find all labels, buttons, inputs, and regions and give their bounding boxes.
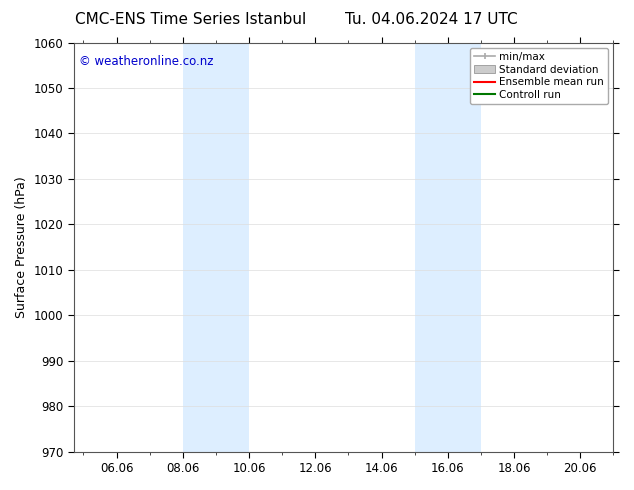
Text: CMC-ENS Time Series Istanbul: CMC-ENS Time Series Istanbul xyxy=(75,12,306,27)
Y-axis label: Surface Pressure (hPa): Surface Pressure (hPa) xyxy=(15,176,28,318)
Bar xyxy=(183,43,249,452)
Text: © weatheronline.co.nz: © weatheronline.co.nz xyxy=(79,55,214,68)
Legend: min/max, Standard deviation, Ensemble mean run, Controll run: min/max, Standard deviation, Ensemble me… xyxy=(470,48,608,104)
Text: Tu. 04.06.2024 17 UTC: Tu. 04.06.2024 17 UTC xyxy=(345,12,517,27)
Bar xyxy=(415,43,481,452)
